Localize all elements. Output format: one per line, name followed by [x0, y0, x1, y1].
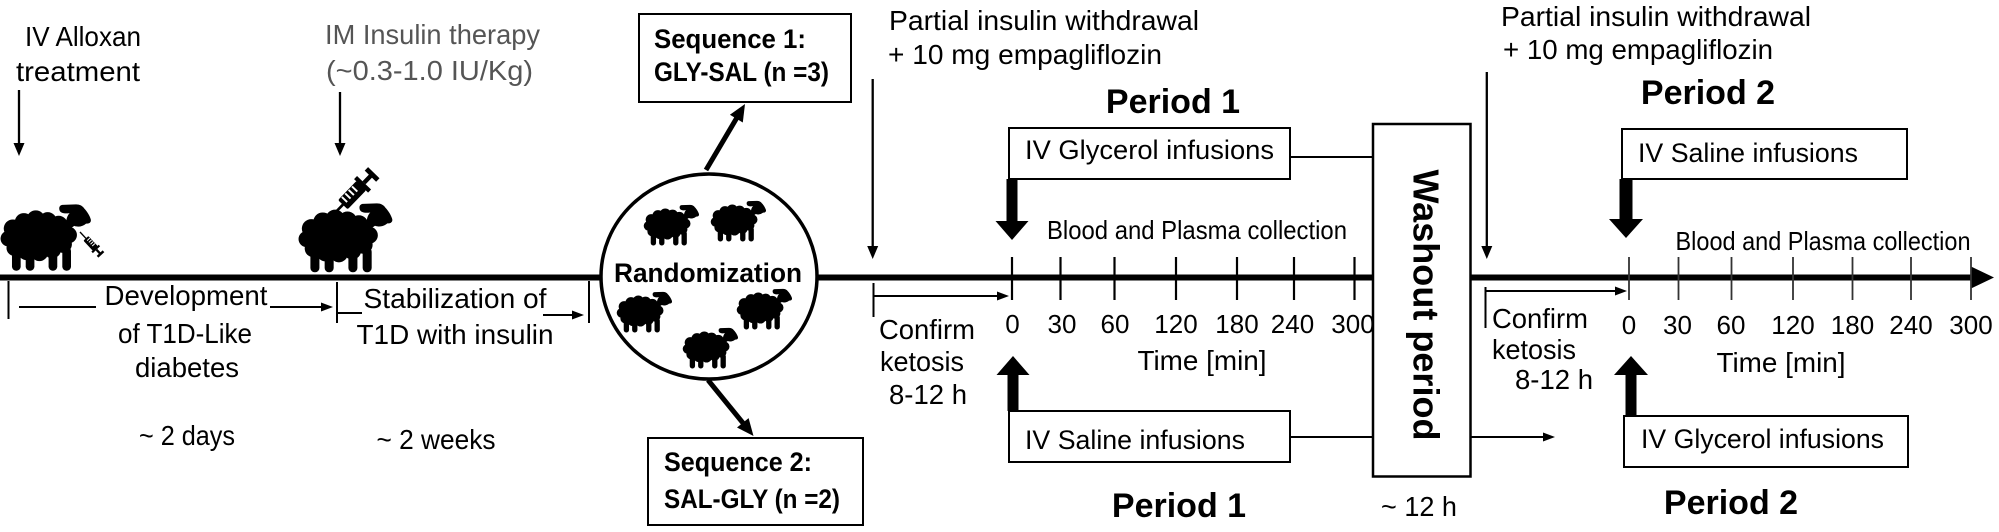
- svg-text:Development: Development: [105, 280, 268, 311]
- svg-text:Confirm: Confirm: [879, 314, 975, 345]
- svg-text:Time [min]: Time [min]: [1138, 345, 1267, 376]
- svg-text:IV Saline infusions: IV Saline infusions: [1025, 425, 1245, 455]
- svg-text:180: 180: [1831, 310, 1874, 340]
- svg-text:diabetes: diabetes: [135, 352, 239, 383]
- svg-text:30: 30: [1663, 310, 1692, 340]
- svg-text:300: 300: [1331, 309, 1374, 339]
- svg-text:ketosis: ketosis: [880, 346, 964, 377]
- svg-text:of T1D-Like: of T1D-Like: [118, 318, 252, 349]
- svg-text:8-12 h: 8-12 h: [1515, 364, 1593, 395]
- svg-text:Period 1: Period 1: [1106, 83, 1240, 121]
- svg-text:0: 0: [1005, 309, 1019, 339]
- svg-text:120: 120: [1154, 309, 1197, 339]
- svg-text:Blood and Plasma collection: Blood and Plasma collection: [1676, 226, 1971, 256]
- svg-text:+ 10 mg empagliflozin: + 10 mg empagliflozin: [1503, 34, 1773, 65]
- svg-text:GLY-SAL (n =3): GLY-SAL (n =3): [654, 57, 829, 87]
- svg-text:Sequence 1:: Sequence 1:: [654, 24, 806, 54]
- svg-text:Sequence 2:: Sequence 2:: [664, 447, 812, 477]
- svg-text:8-12 h: 8-12 h: [889, 379, 967, 410]
- svg-text:Partial insulin withdrawal: Partial insulin withdrawal: [1501, 1, 1811, 32]
- svg-text:Period 1: Period 1: [1112, 487, 1246, 525]
- svg-text:Time [min]: Time [min]: [1717, 347, 1846, 378]
- svg-text:IV Glycerol infusions: IV Glycerol infusions: [1025, 135, 1274, 165]
- svg-text:+ 10 mg empagliflozin: + 10 mg empagliflozin: [888, 39, 1162, 70]
- svg-text:(~0.3-1.0 IU/Kg): (~0.3-1.0 IU/Kg): [326, 55, 533, 86]
- svg-text:IV Saline infusions: IV Saline infusions: [1638, 138, 1858, 168]
- svg-text:240: 240: [1889, 310, 1932, 340]
- svg-text:Randomization: Randomization: [614, 258, 802, 288]
- svg-text:~ 2 days: ~ 2 days: [139, 420, 235, 451]
- svg-text:240: 240: [1271, 309, 1314, 339]
- svg-text:300: 300: [1949, 310, 1992, 340]
- svg-text:Period 2: Period 2: [1641, 74, 1775, 112]
- svg-text:~ 2 weeks: ~ 2 weeks: [377, 424, 496, 455]
- svg-text:Washout period: Washout period: [1406, 170, 1447, 441]
- svg-text:SAL-GLY (n =2): SAL-GLY (n =2): [664, 484, 840, 514]
- svg-text:Stabilization of: Stabilization of: [364, 283, 547, 314]
- svg-text:T1D with insulin: T1D with insulin: [357, 319, 554, 350]
- svg-text:~ 12 h: ~ 12 h: [1381, 491, 1457, 522]
- svg-text:30: 30: [1048, 309, 1077, 339]
- svg-text:Confirm: Confirm: [1492, 303, 1588, 334]
- svg-text:Partial insulin withdrawal: Partial insulin withdrawal: [889, 5, 1199, 36]
- svg-text:treatment: treatment: [16, 56, 140, 87]
- svg-text:IV Alloxan: IV Alloxan: [25, 21, 141, 52]
- svg-text:60: 60: [1717, 310, 1746, 340]
- svg-text:0: 0: [1622, 310, 1636, 340]
- svg-text:Blood and Plasma collection: Blood and Plasma collection: [1047, 215, 1347, 245]
- svg-text:Period 2: Period 2: [1664, 484, 1798, 522]
- svg-text:ketosis: ketosis: [1492, 334, 1576, 365]
- svg-text:60: 60: [1101, 309, 1130, 339]
- svg-text:120: 120: [1771, 310, 1814, 340]
- svg-text:180: 180: [1215, 309, 1258, 339]
- svg-text:IM Insulin therapy: IM Insulin therapy: [325, 19, 540, 50]
- svg-text:IV Glycerol infusions: IV Glycerol infusions: [1641, 424, 1884, 454]
